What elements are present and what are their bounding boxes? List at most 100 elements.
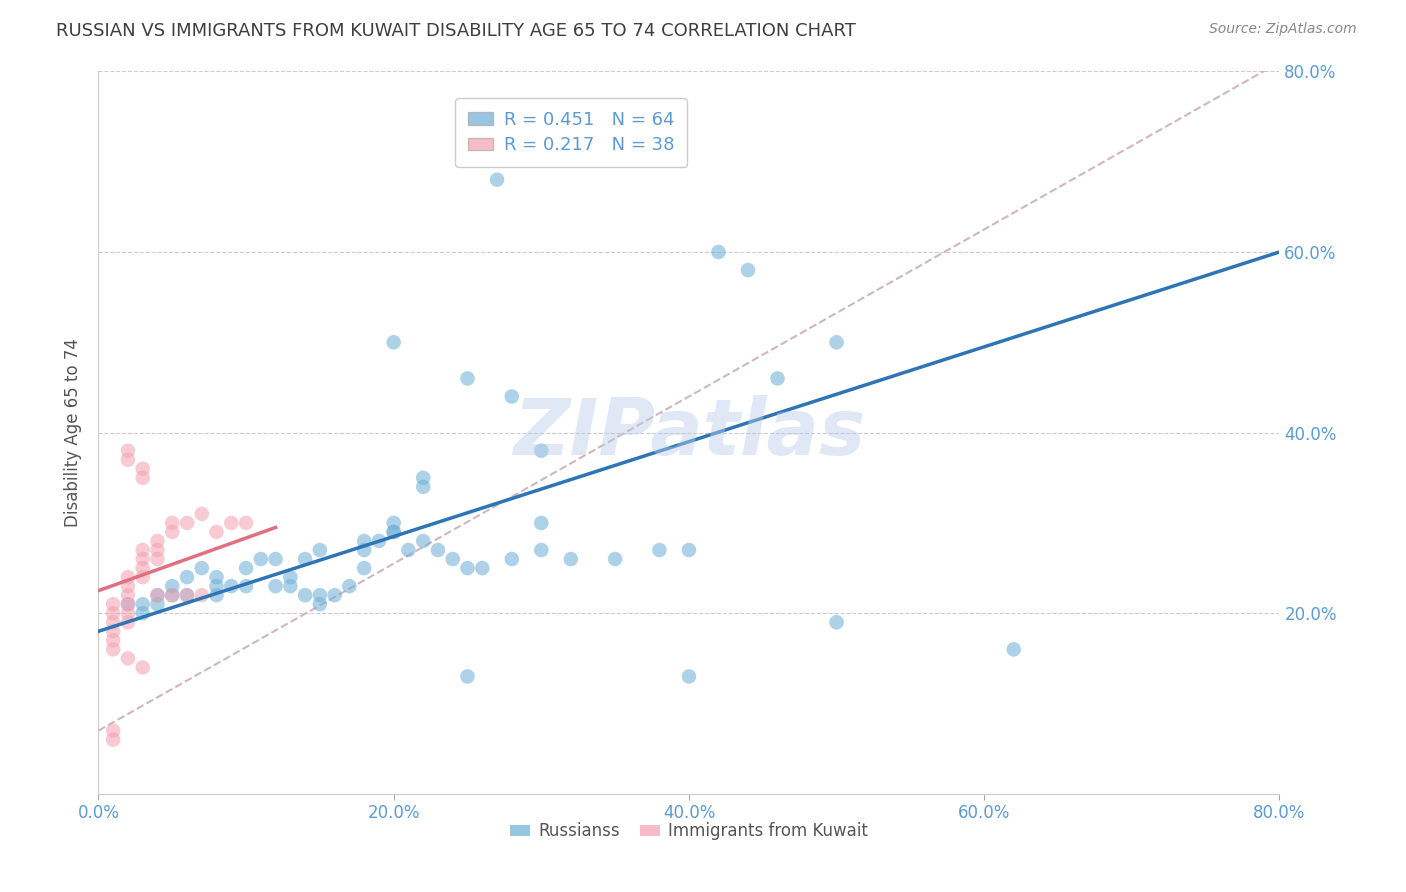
Point xyxy=(162,524,183,539)
Point xyxy=(530,516,553,530)
Point xyxy=(146,552,169,566)
Point xyxy=(382,516,405,530)
Point xyxy=(117,570,139,584)
Point xyxy=(412,533,434,548)
Point xyxy=(353,561,375,575)
Point xyxy=(264,579,287,593)
Point xyxy=(103,732,125,747)
Point xyxy=(501,389,523,403)
Point xyxy=(117,651,139,665)
Point xyxy=(309,588,332,602)
Point xyxy=(737,263,759,277)
Point xyxy=(309,543,332,558)
Point xyxy=(427,543,450,558)
Point xyxy=(678,543,700,558)
Point xyxy=(530,543,553,558)
Point xyxy=(560,552,582,566)
Point xyxy=(117,607,139,621)
Point xyxy=(146,597,169,611)
Text: RUSSIAN VS IMMIGRANTS FROM KUWAIT DISABILITY AGE 65 TO 74 CORRELATION CHART: RUSSIAN VS IMMIGRANTS FROM KUWAIT DISABI… xyxy=(56,22,856,40)
Point xyxy=(486,172,509,186)
Point xyxy=(162,516,183,530)
Point xyxy=(339,579,361,593)
Point xyxy=(294,588,316,602)
Point xyxy=(176,588,198,602)
Point xyxy=(117,597,139,611)
Point xyxy=(117,615,139,630)
Point xyxy=(162,588,183,602)
Point xyxy=(146,543,169,558)
Point xyxy=(205,588,228,602)
Point xyxy=(605,552,627,566)
Point xyxy=(235,516,257,530)
Point xyxy=(678,669,700,683)
Point xyxy=(457,561,479,575)
Point xyxy=(309,597,332,611)
Point xyxy=(205,570,228,584)
Point xyxy=(103,642,125,657)
Point xyxy=(117,579,139,593)
Point xyxy=(176,570,198,584)
Point xyxy=(457,669,479,683)
Point xyxy=(132,570,155,584)
Point xyxy=(205,579,228,593)
Point xyxy=(412,471,434,485)
Point xyxy=(398,543,420,558)
Point xyxy=(471,561,494,575)
Point xyxy=(117,597,139,611)
Point xyxy=(132,597,155,611)
Point xyxy=(132,660,155,674)
Point xyxy=(221,579,243,593)
Point xyxy=(205,524,228,539)
Point xyxy=(280,570,302,584)
Point xyxy=(132,607,155,621)
Point xyxy=(146,588,169,602)
Point xyxy=(368,533,391,548)
Point xyxy=(353,543,375,558)
Point xyxy=(146,533,169,548)
Point xyxy=(132,471,155,485)
Point xyxy=(117,452,139,467)
Point xyxy=(103,615,125,630)
Text: ZIPatlas: ZIPatlas xyxy=(513,394,865,471)
Point xyxy=(176,588,198,602)
Point xyxy=(825,335,848,350)
Point xyxy=(441,552,464,566)
Point xyxy=(264,552,287,566)
Y-axis label: Disability Age 65 to 74: Disability Age 65 to 74 xyxy=(65,338,83,527)
Point xyxy=(117,443,139,458)
Point xyxy=(382,524,405,539)
Point xyxy=(412,480,434,494)
Point xyxy=(191,588,214,602)
Point xyxy=(825,615,848,630)
Point xyxy=(162,588,183,602)
Point xyxy=(103,624,125,639)
Point xyxy=(1002,642,1025,657)
Point xyxy=(382,335,405,350)
Point xyxy=(132,552,155,566)
Point xyxy=(132,561,155,575)
Point xyxy=(103,607,125,621)
Point xyxy=(132,543,155,558)
Point xyxy=(235,561,257,575)
Point xyxy=(146,588,169,602)
Point xyxy=(221,516,243,530)
Point xyxy=(250,552,273,566)
Point xyxy=(103,723,125,738)
Point xyxy=(117,588,139,602)
Legend: Russianss, Immigrants from Kuwait: Russianss, Immigrants from Kuwait xyxy=(503,815,875,847)
Point xyxy=(191,507,214,521)
Point xyxy=(766,371,789,385)
Point xyxy=(103,633,125,648)
Point xyxy=(176,516,198,530)
Point xyxy=(457,371,479,385)
Point xyxy=(294,552,316,566)
Point xyxy=(501,552,523,566)
Point xyxy=(323,588,346,602)
Point xyxy=(103,597,125,611)
Point xyxy=(191,561,214,575)
Point xyxy=(280,579,302,593)
Point xyxy=(162,579,183,593)
Point xyxy=(530,443,553,458)
Point xyxy=(648,543,671,558)
